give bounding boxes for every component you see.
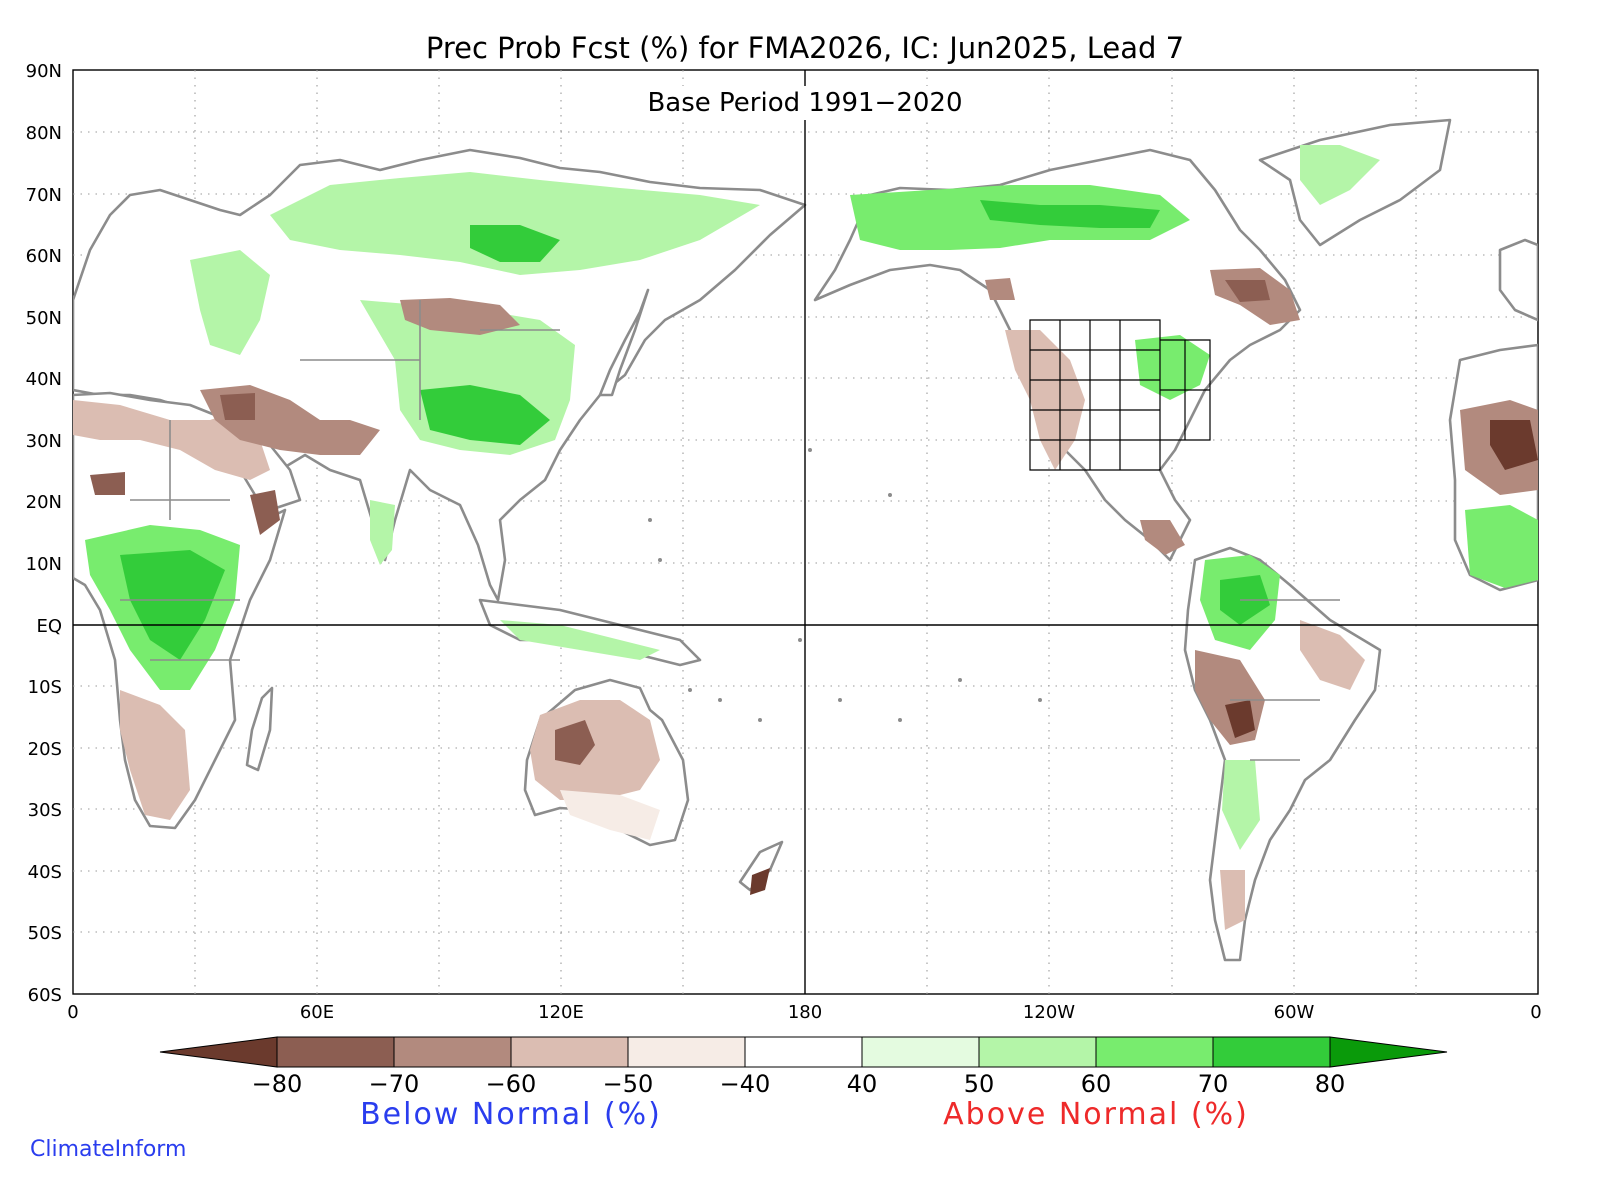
lat-label: 70N bbox=[26, 185, 62, 206]
colorbar-swatch bbox=[276, 1036, 395, 1068]
base-period-subtitle: Base Period 1991−2020 bbox=[647, 88, 962, 118]
great-lakes-above-normal bbox=[1135, 335, 1210, 400]
lat-label: 80N bbox=[26, 123, 62, 144]
australia-south-tint bbox=[560, 790, 660, 840]
colorbar-tick-label: −70 bbox=[369, 1070, 420, 1098]
siberia-above-normal bbox=[270, 172, 760, 275]
lat-label: 60S bbox=[28, 985, 62, 1006]
northwest-africa-core bbox=[1490, 420, 1538, 470]
japan bbox=[598, 288, 650, 397]
patagonia-below-normal bbox=[1220, 870, 1245, 930]
latitude-labels: 90N 80N 70N 60N 50N 40N 30N 20N 10N EQ 1… bbox=[26, 61, 62, 1006]
andes-core bbox=[1225, 700, 1255, 738]
colorbar-swatch bbox=[1095, 1036, 1214, 1068]
lat-label: EQ bbox=[36, 616, 62, 637]
new-zealand-below-normal bbox=[750, 868, 770, 895]
subtitle-backdrop bbox=[612, 86, 992, 120]
australia-below-normal bbox=[530, 700, 660, 800]
southern-africa-below-normal bbox=[120, 690, 190, 820]
lat-label: 50N bbox=[26, 308, 62, 329]
lat-label: 10N bbox=[26, 554, 62, 575]
lat-label: 30N bbox=[26, 431, 62, 452]
lon-label: 0 bbox=[67, 1002, 78, 1023]
australia-core bbox=[555, 720, 595, 765]
lat-label: 40N bbox=[26, 369, 62, 390]
colorbar-tick-label: 60 bbox=[1081, 1070, 1112, 1098]
colorbar-tick-label: −60 bbox=[486, 1070, 537, 1098]
lon-label: 60W bbox=[1274, 1002, 1315, 1023]
lon-label: 120E bbox=[538, 1002, 584, 1023]
west-africa-above-normal bbox=[1465, 505, 1538, 588]
western-us-below-normal bbox=[1005, 330, 1085, 470]
europe-west-edge bbox=[1498, 238, 1538, 322]
argentina-above-normal bbox=[1222, 760, 1260, 850]
colorbar-tick-label: 40 bbox=[847, 1070, 878, 1098]
colorbar-tick-labels: −80 −70 −60 −50 −40 40 50 60 70 80 bbox=[252, 1070, 1346, 1098]
bc-below-normal bbox=[985, 278, 1015, 300]
colorbar-swatch bbox=[627, 1036, 746, 1068]
political-borders bbox=[120, 300, 1340, 761]
longitude-labels: 0 60E 120E 180 120W 60W 0 bbox=[67, 1002, 1541, 1023]
colorbar-tick-label: 80 bbox=[1315, 1070, 1346, 1098]
india-above-normal bbox=[370, 500, 395, 565]
map-title: Prec Prob Fcst (%) for FMA2026, IC: Jun2… bbox=[426, 31, 1184, 65]
lon-label: 180 bbox=[788, 1002, 822, 1023]
colorbar-swatch bbox=[978, 1036, 1097, 1068]
central-siberia-core bbox=[470, 225, 560, 262]
lat-label: 50S bbox=[28, 923, 62, 944]
colorbar-tick-label: −80 bbox=[252, 1070, 303, 1098]
europe-above-normal bbox=[190, 250, 270, 355]
below-normal-shading bbox=[73, 268, 1538, 930]
lon-label: 0 bbox=[1530, 1002, 1541, 1023]
brazil-below-normal bbox=[1300, 620, 1365, 690]
pacific-islands bbox=[648, 448, 1042, 722]
colorbar-tick-label: −50 bbox=[603, 1070, 654, 1098]
below-normal-label: Below Normal (%) bbox=[360, 1097, 662, 1132]
colorbar-swatch bbox=[510, 1036, 629, 1068]
colorbar-swatch bbox=[393, 1036, 512, 1068]
greenland-above-normal bbox=[1300, 145, 1380, 205]
indonesia-above-normal bbox=[500, 620, 660, 660]
central-asia-below-normal bbox=[400, 298, 520, 335]
above-normal-label: Above Normal (%) bbox=[943, 1097, 1249, 1132]
lat-label: 60N bbox=[26, 246, 62, 267]
east-africa-core bbox=[250, 490, 280, 535]
middle-east-core bbox=[220, 393, 255, 420]
lat-label: 40S bbox=[28, 862, 62, 883]
colorbar-swatch bbox=[744, 1036, 863, 1068]
colorbar-tick-label: 70 bbox=[1198, 1070, 1229, 1098]
china-core bbox=[420, 385, 550, 445]
colorbar-arrow-below bbox=[159, 1036, 278, 1068]
madagascar bbox=[245, 686, 274, 772]
colorbar-swatch bbox=[861, 1036, 980, 1068]
lat-label: 90N bbox=[26, 61, 62, 82]
us-state-borders bbox=[1029, 319, 1211, 471]
lat-label: 10S bbox=[28, 677, 62, 698]
quebec-core bbox=[1225, 280, 1270, 302]
above-normal-shading bbox=[85, 145, 1538, 850]
colorbar-arrow-above bbox=[1329, 1036, 1448, 1068]
central-america-below-normal bbox=[1140, 520, 1185, 555]
lon-label: 120W bbox=[1023, 1002, 1075, 1023]
credit-label: ClimateInform bbox=[30, 1137, 186, 1162]
colorbar-tick-label: −40 bbox=[720, 1070, 771, 1098]
lat-label: 30S bbox=[28, 800, 62, 821]
lat-label: 20N bbox=[26, 492, 62, 513]
canada-core bbox=[980, 200, 1160, 228]
colorbar-tick-label: 50 bbox=[964, 1070, 995, 1098]
lat-label: 20S bbox=[28, 739, 62, 760]
colorbar bbox=[159, 1036, 1448, 1068]
lon-label: 60E bbox=[300, 1002, 334, 1023]
colorbar-swatch bbox=[1212, 1036, 1331, 1068]
central-africa-core bbox=[120, 550, 225, 660]
north-africa-core bbox=[90, 472, 125, 495]
